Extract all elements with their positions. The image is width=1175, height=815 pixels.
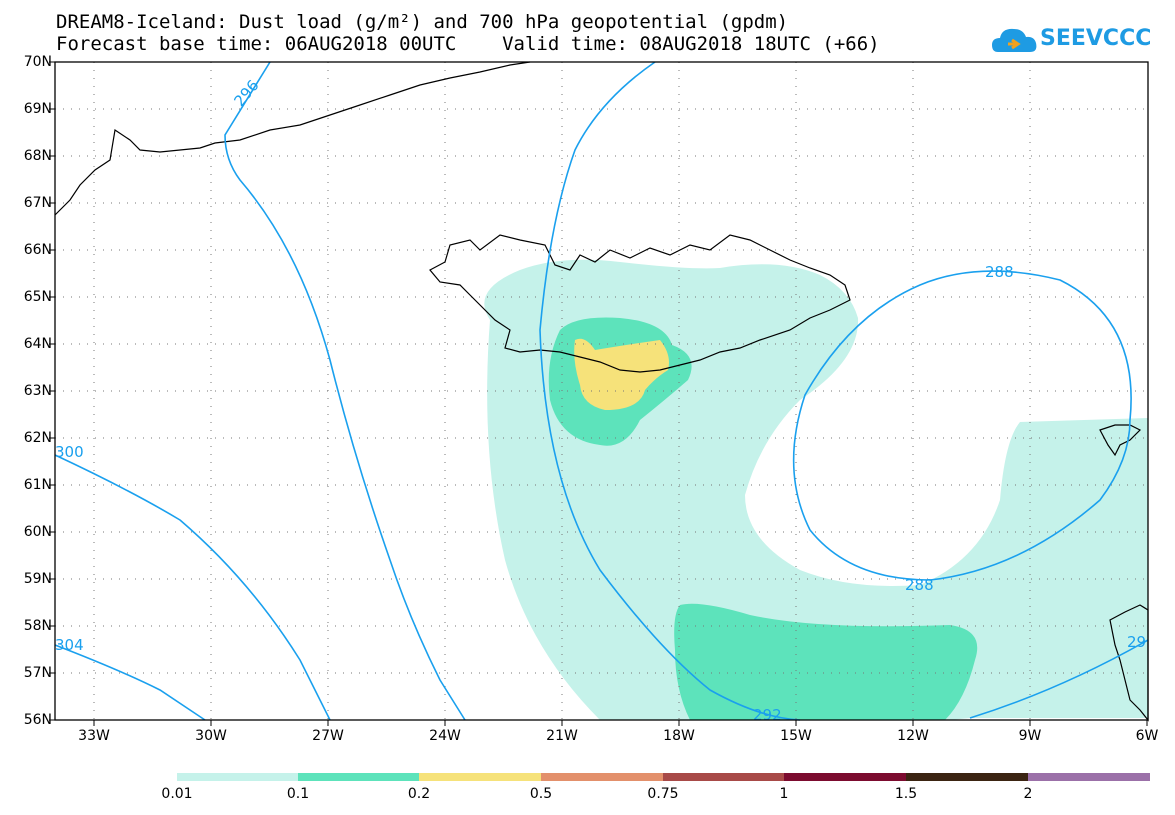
geopotential-contours: [54, 61, 1149, 721]
lon-label: 15W: [780, 728, 812, 744]
coastlines: [54, 61, 1149, 722]
lat-label: 57N: [23, 665, 52, 681]
contour-296: [224, 61, 466, 721]
greenland-coast: [54, 61, 531, 216]
lat-label: 67N: [23, 195, 52, 211]
grid-lines: [55, 62, 1148, 720]
colorbar-label: 0.01: [161, 786, 193, 802]
lon-label: 30W: [195, 728, 227, 744]
colorbar-label: 0.75: [647, 786, 679, 802]
lat-label: 61N: [23, 477, 52, 493]
contour-300: [54, 454, 331, 721]
colorbar-segment: [784, 773, 906, 781]
lat-label: 62N: [23, 430, 52, 446]
contour-292: [539, 61, 801, 721]
contour-288: [792, 270, 1132, 581]
lat-label: 60N: [23, 524, 52, 540]
contour-label: 292: [753, 706, 782, 724]
lat-label: 66N: [23, 242, 52, 258]
axis-ticks: [49, 61, 1148, 726]
colorbar-segment: [541, 773, 663, 781]
lat-label: 68N: [23, 148, 52, 164]
faroe-coast: [1099, 424, 1142, 457]
colorbar-label: 2: [1023, 786, 1033, 802]
lon-label: 12W: [897, 728, 929, 744]
colorbar-segment: [1028, 773, 1150, 781]
lon-label: 18W: [663, 728, 695, 744]
contour-label: 304: [55, 636, 84, 654]
colorbar-label: 0.5: [529, 786, 553, 802]
logo-text: SEEVCCC: [1040, 26, 1152, 51]
lon-label: 21W: [546, 728, 578, 744]
lon-label: 27W: [312, 728, 344, 744]
dust-area-0.01: [700, 298, 720, 345]
lat-label: 65N: [23, 289, 52, 305]
map-title-line-1: DREAM8-Iceland: Dust load (g/m²) and 700…: [56, 11, 789, 33]
lon-label: 9W: [1018, 728, 1042, 744]
colorbar-segment: [906, 773, 1028, 781]
colorbar-segment: [663, 773, 784, 781]
lat-label: 56N: [23, 712, 52, 728]
lat-label: 59N: [23, 571, 52, 587]
scotland-coast: [1109, 604, 1149, 722]
contour-304: [54, 644, 206, 721]
contour-label: 300: [55, 443, 84, 461]
lon-label: 33W: [78, 728, 110, 744]
colorbar-segment: [177, 773, 298, 781]
colorbar-segment: [298, 773, 419, 781]
contour-label: 288: [905, 576, 934, 594]
map-title-line-2: Forecast base time: 06AUG2018 00UTC Vali…: [56, 33, 880, 55]
lon-label: 24W: [429, 728, 461, 744]
dust-area-0.2: [574, 338, 669, 410]
lat-label: 58N: [23, 618, 52, 634]
colorbar-label: 0.1: [286, 786, 310, 802]
contour-label: 288: [985, 263, 1014, 281]
lat-label: 70N: [23, 54, 52, 70]
cloud-icon: [992, 28, 1037, 52]
lon-label: 6W: [1135, 728, 1159, 744]
dust-area-0.1: [674, 603, 978, 720]
colorbar-label: 0.2: [407, 786, 431, 802]
colorbar-label: 1.5: [894, 786, 918, 802]
lat-label: 63N: [23, 383, 52, 399]
contour-label: 29: [1127, 633, 1146, 651]
contour-29x: [969, 639, 1149, 719]
iceland-coast: [429, 234, 851, 373]
lat-label: 69N: [23, 101, 52, 117]
colorbar-segment: [419, 773, 541, 781]
lat-label: 64N: [23, 336, 52, 352]
colorbar-label: 1: [779, 786, 789, 802]
